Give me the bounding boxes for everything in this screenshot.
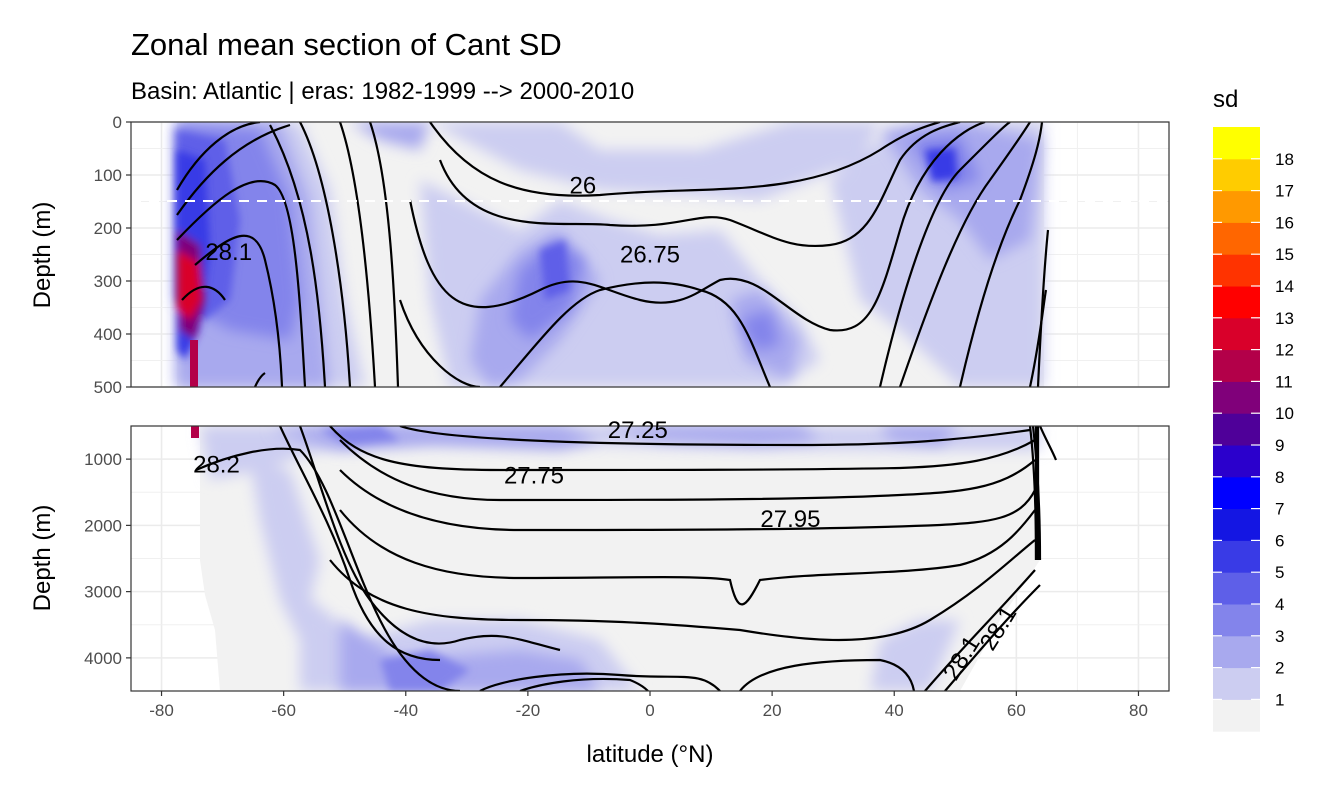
legend-label: 9: [1275, 436, 1284, 455]
x-tick-label: 0: [645, 701, 654, 720]
legend-title: sd: [1213, 86, 1238, 113]
legend-swatches: [1213, 127, 1260, 732]
x-tick-label: 40: [885, 701, 904, 720]
y-tick-label: 200: [94, 219, 122, 238]
legend-label: 18: [1275, 150, 1294, 169]
legend-label: 8: [1275, 468, 1284, 487]
legend-swatch: [1213, 476, 1260, 510]
y-tick-label: 0: [113, 113, 122, 132]
legend-swatch: [1213, 667, 1260, 700]
legend-label: 13: [1275, 309, 1294, 328]
lower-panel-contours: [195, 426, 1058, 691]
y-tick-label: 100: [94, 166, 122, 185]
legend-swatch: [1213, 317, 1260, 351]
upper-panel-contours: [176, 122, 1050, 387]
legend-label: 17: [1275, 182, 1294, 201]
legend-label: 12: [1275, 341, 1294, 360]
legend-label: 10: [1275, 404, 1294, 423]
legend-swatch: [1213, 604, 1260, 637]
x-tick-label: 20: [763, 701, 782, 720]
legend-label: 7: [1275, 500, 1284, 519]
legend-swatch: [1213, 445, 1260, 478]
legend-label: 11: [1275, 372, 1293, 391]
x-tick-label: -60: [271, 701, 296, 720]
chart-subtitle: Basin: Atlantic | eras: 1982-1999 --> 20…: [131, 78, 634, 105]
y-tick-label: 3000: [84, 583, 122, 602]
legend-label: 16: [1275, 213, 1294, 232]
legend-label: 14: [1275, 277, 1294, 296]
x-tick-label: -20: [516, 701, 541, 720]
y-axis-title-upper: Depth (m): [29, 202, 56, 309]
x-tick-label: 80: [1129, 701, 1148, 720]
contour-label: 27.25: [608, 417, 668, 444]
legend-swatch: [1213, 699, 1260, 732]
y-tick-label: 1000: [84, 450, 122, 469]
legend-swatch: [1213, 413, 1260, 446]
legend-swatch: [1213, 381, 1260, 414]
x-tick-label: -40: [393, 701, 418, 720]
contour-label: 27.95: [760, 506, 820, 533]
legend-swatch: [1213, 349, 1260, 382]
contour-label: 28.1: [205, 239, 252, 266]
legend-label: 3: [1275, 627, 1284, 646]
x-axis-title: latitude (°N): [587, 741, 714, 768]
y-tick-label: 2000: [84, 516, 122, 535]
contour-label: 27.75: [504, 463, 564, 490]
y-tick-label: 300: [94, 272, 122, 291]
legend-swatch: [1213, 158, 1260, 192]
upper-panel-field: [177, 122, 1044, 387]
legend-label: 15: [1275, 245, 1294, 264]
lower-panel-field: [191, 426, 1040, 691]
legend-swatch: [1213, 190, 1260, 223]
legend-swatch: [1213, 635, 1260, 669]
legend-swatch: [1213, 508, 1260, 541]
contour-label: 26.75: [620, 242, 680, 269]
y-tick-label: 400: [94, 325, 122, 344]
legend-swatch: [1213, 572, 1260, 605]
legend-swatch: [1213, 540, 1260, 573]
chart-title: Zonal mean section of Cant SD: [131, 27, 562, 62]
legend-swatch: [1213, 222, 1260, 255]
legend-swatch: [1213, 127, 1260, 160]
legend-label: 5: [1275, 563, 1284, 582]
lower-panel: [130, 425, 1170, 692]
legend-label: 1: [1275, 690, 1284, 709]
contour-label: 28.2: [193, 451, 240, 478]
legend-label: 2: [1275, 659, 1284, 678]
x-tick-label: 60: [1007, 701, 1026, 720]
legend-swatch: [1213, 254, 1260, 287]
legend-label: 4: [1275, 595, 1284, 614]
upper-panel-border: [130, 121, 1170, 388]
x-tick-label: -80: [149, 701, 174, 720]
y-axis-title-lower: Depth (m): [29, 505, 56, 612]
upper-panel: [130, 121, 1170, 388]
legend-swatch: [1213, 286, 1260, 319]
legend-label: 6: [1275, 531, 1284, 550]
y-tick-label: 500: [94, 378, 122, 397]
contour-label: 26: [569, 173, 596, 200]
y-tick-label: 4000: [84, 649, 122, 668]
